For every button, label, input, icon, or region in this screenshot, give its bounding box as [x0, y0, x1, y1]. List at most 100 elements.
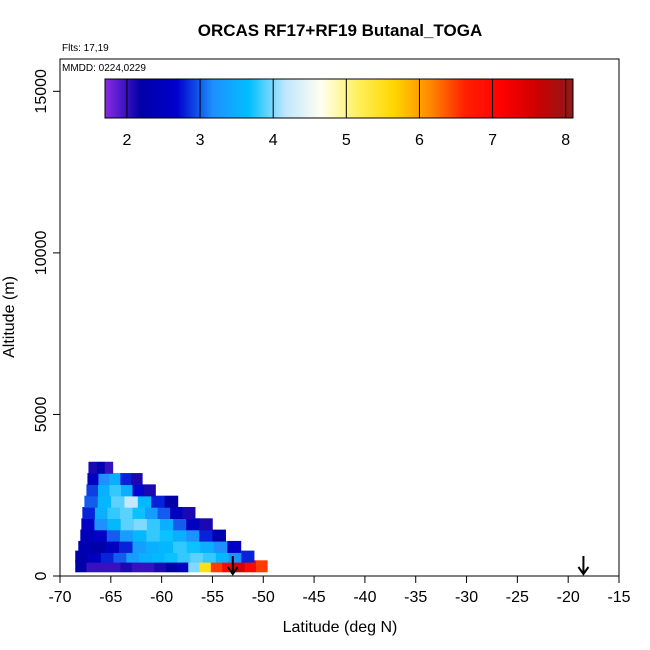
data-cell [159, 540, 174, 553]
data-cell [203, 550, 217, 563]
data-cell [164, 495, 179, 508]
colorbar-tick-label: 7 [488, 132, 497, 149]
data-cell [93, 529, 108, 542]
x-tick-label: -20 [557, 589, 580, 606]
data-cell [190, 550, 204, 563]
data-cell [213, 540, 228, 553]
data-cell [199, 518, 213, 531]
data-cell [126, 550, 140, 563]
arrow-marker [577, 556, 590, 576]
data-cell [88, 461, 97, 474]
data-cell [96, 461, 106, 474]
data-cell [78, 540, 93, 553]
colorbar-bar [104, 78, 574, 119]
x-tick-label: -70 [48, 589, 71, 606]
data-cell [91, 540, 106, 553]
data-cell [113, 550, 127, 563]
data-cell [75, 550, 89, 563]
data-cell [160, 518, 174, 531]
colorbar-tick-label: 2 [122, 132, 131, 149]
x-tick-label: -65 [99, 589, 122, 606]
x-tick-label: -25 [506, 589, 529, 606]
data-cell [170, 506, 183, 519]
data-cell [86, 484, 99, 497]
data-cell [244, 560, 257, 573]
data-cell [87, 473, 99, 486]
mmdd-note: MMDD: 0224,0229 [62, 63, 146, 74]
data-cell [119, 529, 134, 542]
data-cell [81, 518, 95, 531]
data-cell [132, 540, 147, 553]
colorbar-tick-label: 6 [415, 132, 424, 149]
data-cell [133, 529, 147, 542]
data-cell [84, 495, 99, 508]
x-tick-label: -35 [404, 589, 427, 606]
data-cell [222, 560, 234, 573]
data-cell [124, 495, 139, 508]
y-tick-label: 10000 [33, 231, 50, 276]
data-cell [215, 550, 229, 563]
y-axis-label: Altitude (m) [1, 276, 18, 358]
data-cell [107, 518, 121, 531]
data-cell [94, 518, 108, 531]
data-cell [146, 540, 160, 553]
data-cell [146, 518, 161, 531]
arrow-markers [226, 556, 590, 576]
data-cell [120, 518, 135, 531]
data-cell [233, 560, 246, 573]
data-cell [82, 506, 96, 519]
data-cell [199, 560, 212, 573]
data-cell [75, 560, 87, 573]
data-cell [100, 550, 114, 563]
x-tick-label: -55 [201, 589, 224, 606]
data-cell [146, 529, 160, 542]
arrow-marker [226, 556, 239, 576]
data-cell [109, 484, 122, 497]
data-cell [137, 495, 152, 508]
data-cell [120, 473, 132, 486]
x-tick-label: -50 [252, 589, 275, 606]
colorbar-tick-label: 4 [269, 132, 278, 149]
colorbar-tick-label: 8 [561, 132, 570, 149]
data-bands [75, 461, 268, 573]
y-tick-label: 15000 [33, 69, 50, 114]
x-axis-label: Latitude (deg N) [283, 619, 398, 636]
data-cell [212, 529, 226, 542]
y-axis: 0 5000 10000 15000 [33, 69, 61, 580]
data-cell [157, 506, 171, 519]
data-cell [132, 506, 146, 519]
data-cell [88, 550, 102, 563]
data-cell [119, 506, 133, 519]
data-cell [98, 473, 110, 486]
data-cell [172, 529, 187, 542]
data-cell [106, 529, 121, 542]
data-cell [159, 529, 174, 542]
data-cell [241, 550, 255, 563]
data-cell [176, 560, 189, 573]
data-cell [109, 560, 121, 573]
data-cell [133, 518, 148, 531]
data-cell [97, 560, 110, 573]
data-cell [151, 495, 165, 508]
data-cell [173, 540, 188, 553]
y-tick-label: 0 [33, 571, 50, 580]
data-cell [186, 518, 200, 531]
data-cell [97, 495, 112, 508]
data-cell [86, 560, 99, 573]
x-tick-label: -30 [455, 589, 478, 606]
x-tick-label: -60 [150, 589, 173, 606]
data-cell [173, 518, 187, 531]
data-cell [120, 560, 133, 573]
data-cell [165, 560, 178, 573]
data-cell [139, 550, 153, 563]
data-cell [256, 560, 268, 573]
data-cell [97, 484, 110, 497]
y-tick-label: 5000 [33, 397, 50, 433]
data-cell [164, 550, 178, 563]
data-cell [105, 540, 120, 553]
data-cell [111, 495, 125, 508]
data-cell [151, 550, 165, 563]
data-cell [186, 540, 201, 553]
data-cell [210, 560, 223, 573]
